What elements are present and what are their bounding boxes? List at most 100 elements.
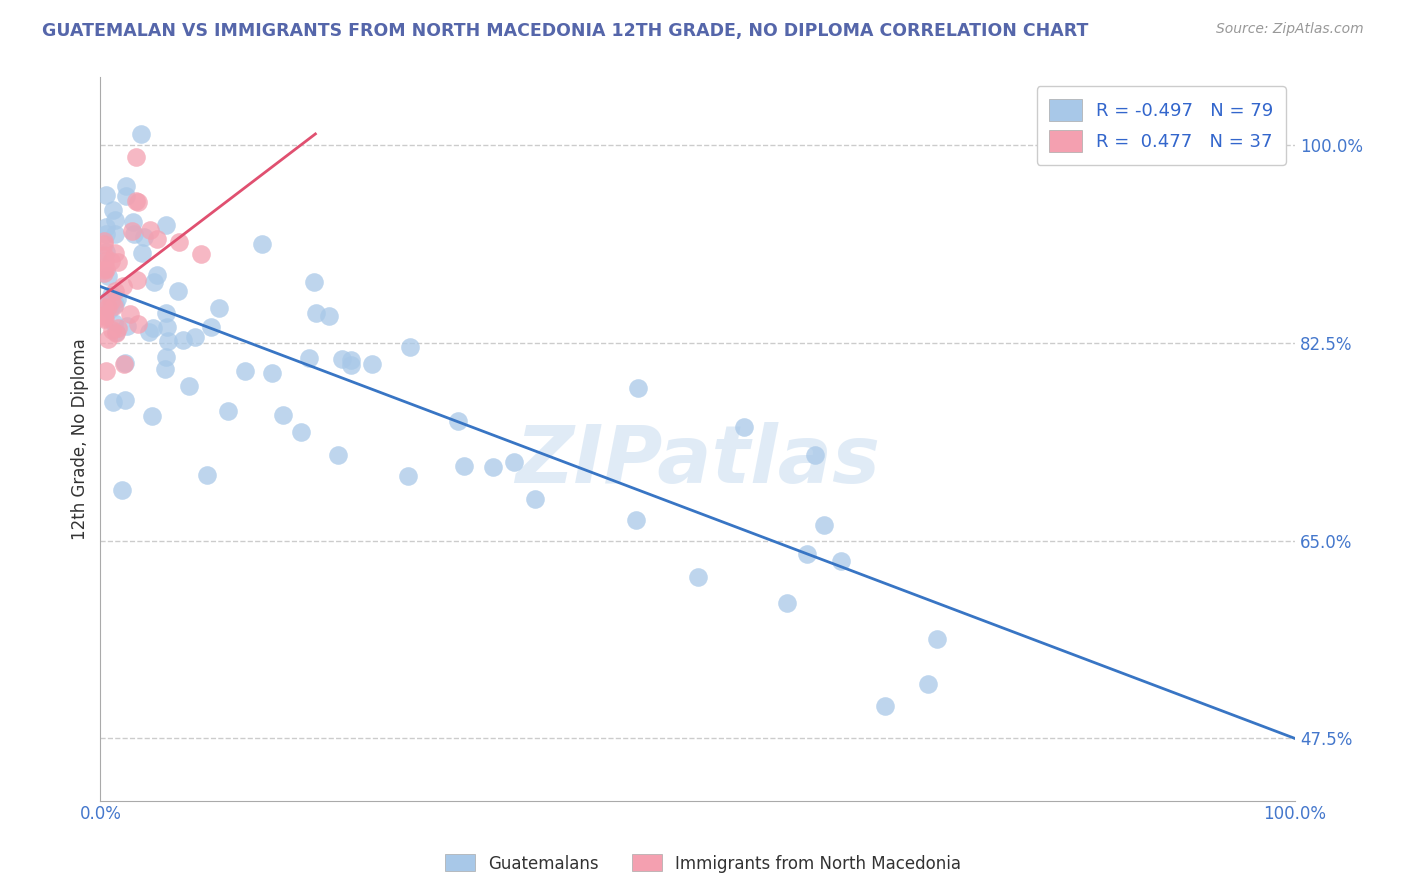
Point	[104, 297, 127, 311]
Point	[93, 262, 115, 277]
Point	[200, 319, 222, 334]
Point	[98, 301, 121, 316]
Point	[127, 317, 149, 331]
Point	[141, 409, 163, 423]
Point	[195, 468, 218, 483]
Point	[302, 275, 325, 289]
Point	[94, 262, 117, 277]
Point	[93, 308, 115, 322]
Text: GUATEMALAN VS IMMIGRANTS FROM NORTH MACEDONIA 12TH GRADE, NO DIPLOMA CORRELATION: GUATEMALAN VS IMMIGRANTS FROM NORTH MACE…	[42, 22, 1088, 40]
Point	[447, 414, 470, 428]
Point	[156, 320, 179, 334]
Point	[330, 351, 353, 366]
Point	[177, 379, 200, 393]
Point	[917, 677, 939, 691]
Point	[93, 234, 115, 248]
Point	[290, 425, 312, 439]
Point	[208, 301, 231, 316]
Point	[94, 254, 117, 268]
Point	[503, 455, 526, 469]
Point	[217, 404, 239, 418]
Point	[233, 364, 256, 378]
Point	[796, 547, 818, 561]
Point	[813, 518, 835, 533]
Point	[104, 245, 127, 260]
Legend: Guatemalans, Immigrants from North Macedonia: Guatemalans, Immigrants from North Maced…	[439, 847, 967, 880]
Point	[190, 246, 212, 260]
Point	[125, 194, 148, 208]
Point	[624, 513, 647, 527]
Point	[101, 395, 124, 409]
Point	[96, 220, 118, 235]
Point	[125, 150, 148, 164]
Text: ZIPatlas: ZIPatlas	[515, 422, 880, 500]
Point	[339, 359, 361, 373]
Point	[104, 285, 127, 299]
Point	[97, 332, 120, 346]
Point	[104, 227, 127, 241]
Point	[776, 596, 799, 610]
Point	[104, 213, 127, 227]
Point	[627, 381, 650, 395]
Point	[94, 364, 117, 378]
Point	[125, 273, 148, 287]
Point	[925, 632, 948, 646]
Point	[131, 245, 153, 260]
Point	[105, 325, 128, 339]
Point	[100, 253, 122, 268]
Point	[100, 294, 122, 309]
Point	[155, 218, 177, 232]
Point	[396, 469, 419, 483]
Point	[96, 227, 118, 241]
Legend: R = -0.497   N = 79, R =  0.477   N = 37: R = -0.497 N = 79, R = 0.477 N = 37	[1036, 87, 1286, 165]
Point	[96, 244, 118, 259]
Point	[93, 312, 115, 326]
Point	[399, 340, 422, 354]
Point	[804, 448, 827, 462]
Point	[298, 351, 321, 365]
Point	[118, 307, 141, 321]
Point	[93, 266, 115, 280]
Point	[250, 237, 273, 252]
Point	[167, 284, 190, 298]
Point	[103, 316, 125, 330]
Point	[121, 224, 143, 238]
Point	[112, 357, 135, 371]
Point	[875, 699, 897, 714]
Point	[93, 309, 115, 323]
Point	[96, 188, 118, 202]
Point	[97, 300, 120, 314]
Point	[326, 448, 349, 462]
Point	[111, 279, 134, 293]
Point	[523, 492, 546, 507]
Point	[94, 311, 117, 326]
Point	[111, 483, 134, 497]
Point	[142, 275, 165, 289]
Point	[129, 127, 152, 141]
Point	[271, 408, 294, 422]
Point	[107, 292, 129, 306]
Point	[733, 419, 755, 434]
Point	[830, 554, 852, 568]
Point	[138, 222, 160, 236]
Point	[93, 237, 115, 252]
Point	[114, 356, 136, 370]
Point	[155, 350, 177, 364]
Point	[482, 459, 505, 474]
Point	[107, 321, 129, 335]
Text: Source: ZipAtlas.com: Source: ZipAtlas.com	[1216, 22, 1364, 37]
Point	[105, 326, 128, 340]
Point	[107, 255, 129, 269]
Point	[127, 194, 149, 209]
Point	[340, 352, 363, 367]
Point	[93, 301, 115, 315]
Point	[122, 227, 145, 241]
Point	[453, 459, 475, 474]
Point	[146, 268, 169, 282]
Point	[157, 334, 180, 349]
Point	[100, 288, 122, 302]
Point	[97, 269, 120, 284]
Point	[142, 320, 165, 334]
Point	[138, 325, 160, 339]
Point	[155, 305, 177, 319]
